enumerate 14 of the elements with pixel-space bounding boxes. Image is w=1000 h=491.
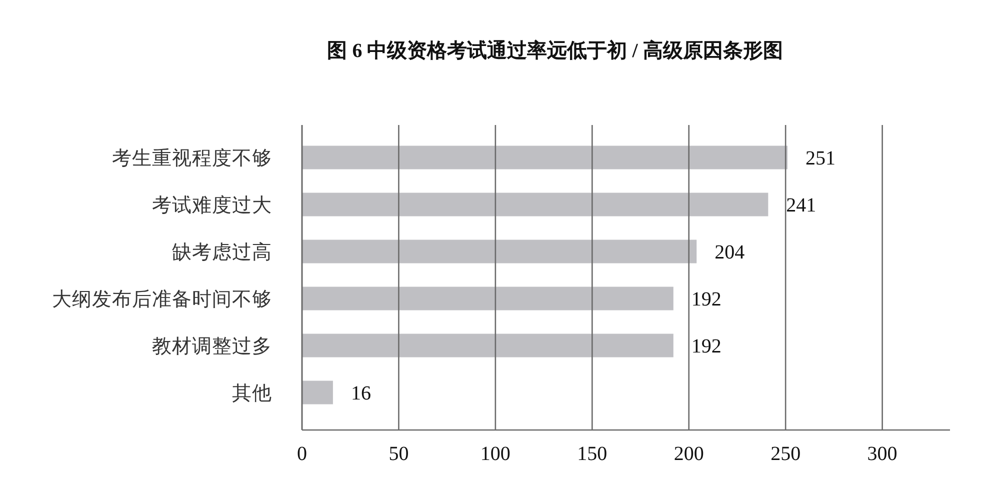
x-tick-label: 200 <box>674 443 704 465</box>
x-tick-label: 0 <box>297 443 307 465</box>
y-tick-label: 考生重视程度不够 <box>112 148 272 170</box>
x-tick-label: 250 <box>770 443 801 465</box>
y-tick-label: 缺考虑过高 <box>172 240 272 264</box>
x-tick-label: 100 <box>480 443 510 465</box>
y-tick-label: 大纲发布后准备时间不够 <box>52 288 272 310</box>
y-tick-label: 考试难度过大 <box>152 194 272 216</box>
x-tick-label: 50 <box>388 443 409 465</box>
y-tick-label: 教材调整过多 <box>152 336 272 358</box>
x-tick-label: 150 <box>577 443 608 465</box>
y-tick-label: 其他 <box>232 382 272 404</box>
x-tick-label: 300 <box>867 443 898 465</box>
title: 图 6 中级资格考试通过率远低于初 / 高级原因条形图 <box>327 40 783 62</box>
